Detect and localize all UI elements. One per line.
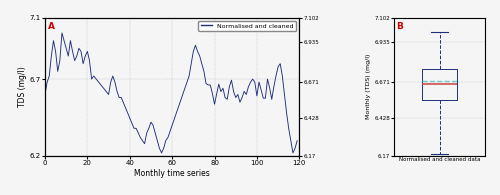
Text: A: A <box>48 22 54 31</box>
Y-axis label: TDS (mg/l): TDS (mg/l) <box>18 66 27 107</box>
X-axis label: Monthly time series: Monthly time series <box>134 169 210 178</box>
Text: B: B <box>396 22 403 31</box>
Legend: Normalised and cleaned: Normalised and cleaned <box>198 21 296 31</box>
Y-axis label: Monthly (TDS) (mg/l): Monthly (TDS) (mg/l) <box>366 54 372 120</box>
